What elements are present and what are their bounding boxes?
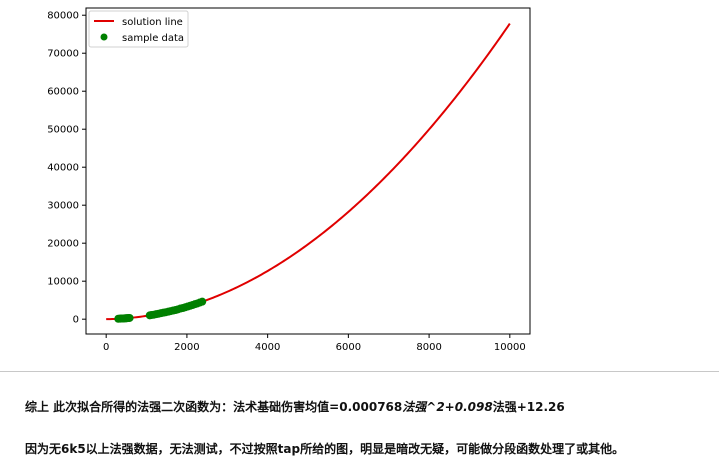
y-axis-ticks: 0 10000 20000 30000 40000 50000 60000 70000 8000… [47, 11, 86, 326]
y-tick-label: 0 [73, 315, 79, 326]
y-tick-label: 30000 [47, 201, 79, 212]
chart: 0 2000 4000 6000 8000 10000 0 10000 20000 30000 4… [47, 7, 531, 353]
y-tick-label: 60000 [47, 87, 79, 98]
sample-data-point [125, 313, 134, 322]
x-tick-label: 6000 [336, 342, 361, 353]
x-tick-label: 10000 [494, 342, 526, 353]
legend-label-solution-line: solution line [122, 17, 183, 28]
y-tick-label: 70000 [47, 49, 79, 60]
sample-data-point [198, 297, 207, 306]
legend-label-sample-data: sample data [122, 33, 184, 44]
divider [0, 371, 719, 372]
x-tick-label: 0 [103, 342, 109, 353]
legend-dot-swatch [100, 33, 108, 41]
conclusion-italic-2: ^2+0.098 [426, 400, 493, 414]
conclusion-italic-1: 法强 [402, 400, 427, 414]
x-axis-ticks: 0 2000 4000 6000 8000 10000 [103, 334, 526, 353]
y-tick-label: 80000 [47, 11, 79, 22]
y-tick-label: 50000 [47, 125, 79, 136]
y-tick-label: 10000 [47, 277, 79, 288]
note-paragraph: 因为无6k5以上法强数据，无法测试，不过按照tap所给的图，明显是暗改无疑，可能… [25, 442, 625, 456]
plot-area [85, 7, 531, 335]
legend: solution line sample data [88, 10, 189, 48]
conclusion-text-1: 综上 此次拟合所得的法强二次函数为：法术基础伤害均值=0.000768 [25, 400, 403, 414]
conclusion-paragraph: 综上 此次拟合所得的法强二次函数为：法术基础伤害均值=0.000768法强^2+… [25, 398, 565, 415]
sample-data-series [114, 297, 207, 323]
y-tick-label: 20000 [47, 239, 79, 250]
x-tick-label: 4000 [255, 342, 280, 353]
x-tick-label: 2000 [174, 342, 199, 353]
conclusion-text-2: 法强+12.26 [492, 400, 565, 414]
y-tick-label: 40000 [47, 163, 79, 174]
x-tick-label: 8000 [416, 342, 441, 353]
